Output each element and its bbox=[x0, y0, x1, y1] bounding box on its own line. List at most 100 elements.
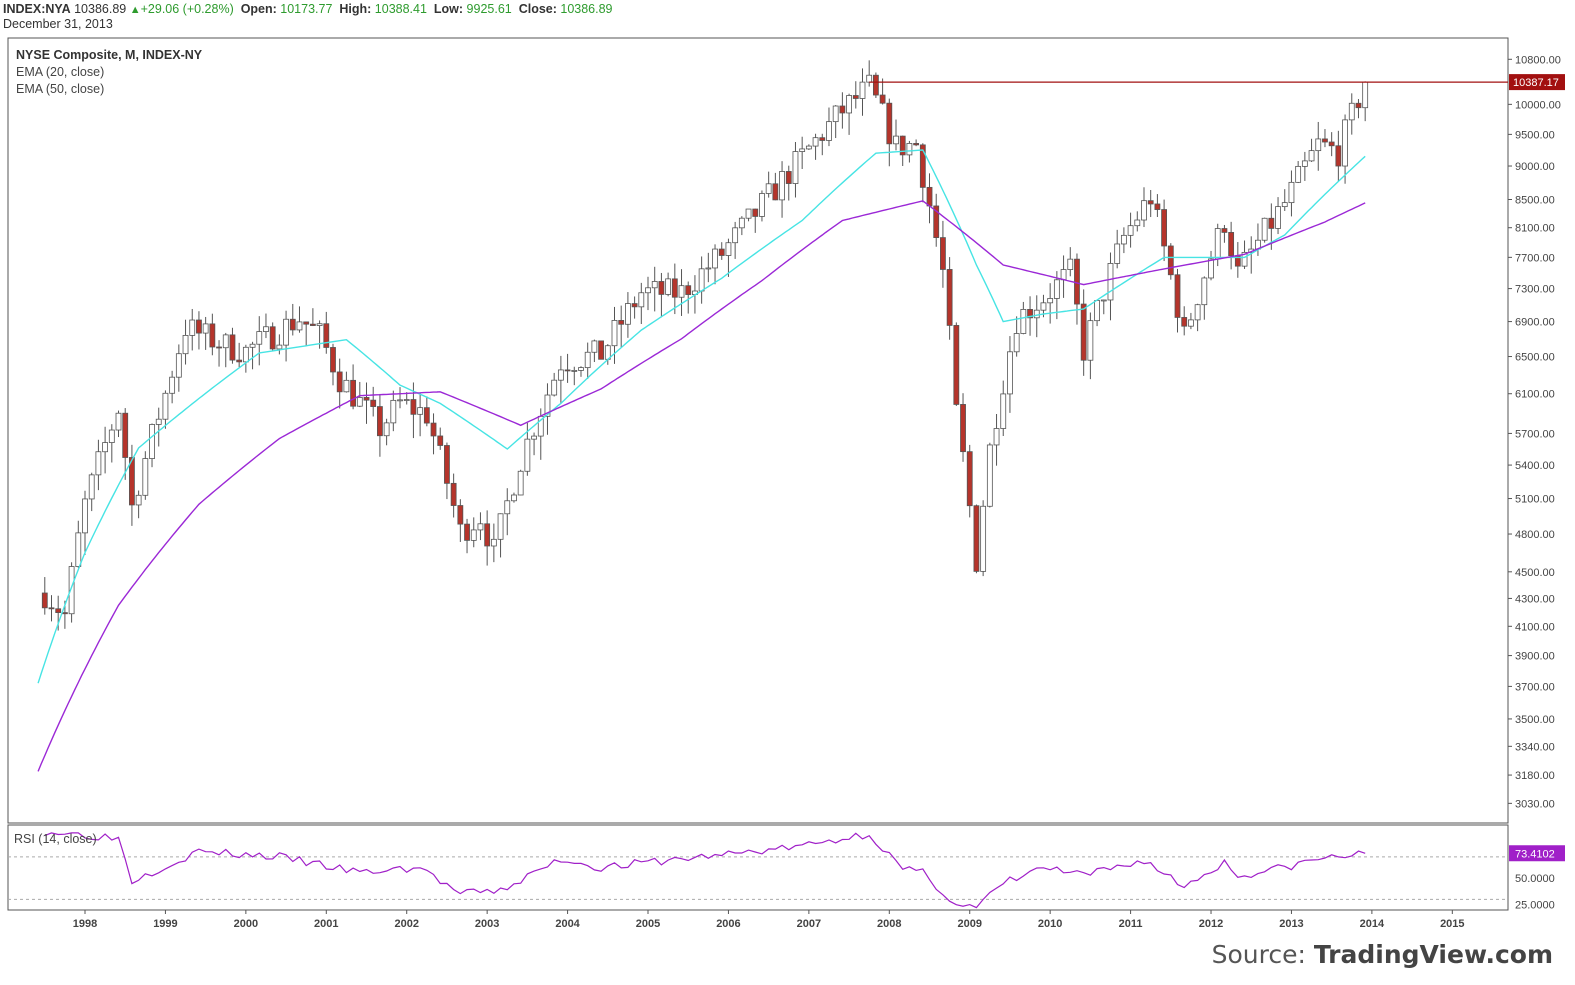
bar-date: December 31, 2013 bbox=[3, 17, 113, 31]
time-tick-label: 2004 bbox=[555, 918, 580, 930]
time-tick-label: 2011 bbox=[1119, 918, 1143, 930]
candle-body bbox=[296, 321, 303, 331]
candle-body bbox=[1241, 251, 1248, 267]
candle-body bbox=[893, 135, 899, 145]
time-tick-label: 2008 bbox=[877, 918, 901, 930]
candle-body bbox=[115, 412, 122, 431]
price-tick-label: 6900.00 bbox=[1515, 317, 1555, 329]
price-tick-label: 3700.00 bbox=[1515, 681, 1555, 693]
candle-body bbox=[524, 438, 531, 472]
candle-body bbox=[745, 208, 752, 219]
candle-body bbox=[1268, 217, 1275, 229]
candle-body bbox=[765, 183, 772, 194]
candle-body bbox=[1188, 319, 1194, 327]
candle-body bbox=[1053, 279, 1060, 299]
candle-body bbox=[980, 505, 987, 572]
candle-body bbox=[343, 379, 350, 393]
candle-body bbox=[906, 143, 913, 156]
candle-body bbox=[919, 144, 926, 188]
candle-body bbox=[665, 278, 672, 295]
candle-body bbox=[879, 94, 886, 104]
candle-body bbox=[1228, 232, 1235, 257]
candle-body bbox=[1060, 269, 1067, 281]
candle-body bbox=[812, 137, 819, 147]
price-tick-label: 5700.00 bbox=[1515, 428, 1555, 440]
candle-body bbox=[1201, 277, 1208, 306]
price-tick-label: 7300.00 bbox=[1515, 284, 1555, 296]
candle-body bbox=[423, 407, 430, 424]
candle-body bbox=[155, 418, 162, 425]
price-tick-label: 7700.00 bbox=[1515, 252, 1555, 264]
candle-body bbox=[477, 523, 484, 531]
candle-body bbox=[129, 457, 135, 506]
candle-body bbox=[363, 397, 370, 401]
candle-body bbox=[209, 323, 216, 348]
candle-body bbox=[584, 351, 591, 369]
candle-body bbox=[1074, 258, 1080, 305]
candle-body bbox=[953, 325, 960, 405]
candle-body bbox=[350, 379, 357, 407]
candle-body bbox=[356, 397, 363, 407]
candle-body bbox=[169, 376, 176, 394]
price-tick-label: 5400.00 bbox=[1515, 460, 1555, 472]
candle-body bbox=[859, 81, 866, 99]
candle-body bbox=[638, 292, 645, 308]
time-tick-label: 2003 bbox=[475, 918, 499, 930]
candle-body bbox=[1094, 300, 1100, 322]
candle-body bbox=[229, 334, 236, 361]
legend-title[interactable]: NYSE Composite, M, INDEX-NY bbox=[16, 48, 203, 62]
candle-body bbox=[236, 359, 243, 363]
source-brand[interactable]: TradingView.com bbox=[1313, 940, 1553, 969]
candle-body bbox=[993, 428, 1000, 446]
legend-ema50[interactable]: EMA (50, close) bbox=[16, 82, 105, 96]
price-tick-label: 8500.00 bbox=[1515, 194, 1555, 206]
candle-body bbox=[1221, 228, 1228, 233]
candle-body bbox=[1322, 138, 1328, 143]
candle-body bbox=[377, 406, 383, 437]
candle-body bbox=[457, 505, 464, 525]
candle-body bbox=[960, 404, 966, 453]
candle-body bbox=[1020, 309, 1027, 334]
time-tick-label: 2001 bbox=[314, 918, 338, 930]
candle-body bbox=[1007, 351, 1013, 395]
legend-rsi[interactable]: RSI (14, close) bbox=[14, 832, 97, 846]
level-badge-label: 10387.17 bbox=[1513, 77, 1559, 89]
low-label: Low: bbox=[433, 2, 464, 16]
candle-body bbox=[752, 208, 759, 217]
candle-body bbox=[444, 445, 450, 484]
symbol[interactable]: INDEX:NYA bbox=[3, 2, 71, 16]
candle-body bbox=[390, 399, 397, 424]
candle-body bbox=[464, 523, 470, 541]
price-tick-label: 3500.00 bbox=[1515, 714, 1555, 726]
candle-body bbox=[531, 435, 537, 440]
candle-body bbox=[792, 151, 799, 184]
candle-body bbox=[759, 193, 765, 217]
legend-ema20[interactable]: EMA (20, close) bbox=[16, 65, 105, 79]
candle-body bbox=[202, 323, 209, 334]
candle-body bbox=[926, 186, 933, 207]
candle-body bbox=[68, 566, 75, 615]
candle-body bbox=[678, 285, 685, 298]
candle-body bbox=[162, 392, 169, 420]
candle-body bbox=[88, 474, 95, 500]
candle-body bbox=[242, 346, 249, 363]
candle-body bbox=[826, 121, 832, 141]
price-tick-label: 4300.00 bbox=[1515, 593, 1555, 605]
candle-body bbox=[316, 323, 323, 326]
rsi-line bbox=[44, 832, 1366, 909]
candle-body bbox=[1087, 320, 1094, 361]
candle-body bbox=[631, 303, 638, 308]
candle-body bbox=[1000, 393, 1007, 429]
candle-body bbox=[1301, 160, 1308, 167]
candle-body bbox=[852, 95, 859, 99]
candle-body bbox=[591, 340, 598, 353]
level-badge bbox=[1509, 74, 1565, 91]
candle-body bbox=[1315, 138, 1322, 152]
candle-body bbox=[1047, 298, 1054, 304]
time-tick-label: 2013 bbox=[1279, 918, 1303, 930]
candle-body bbox=[216, 346, 222, 349]
candle-body bbox=[490, 538, 497, 547]
candles-group bbox=[41, 60, 1369, 631]
candle-body bbox=[430, 422, 437, 437]
